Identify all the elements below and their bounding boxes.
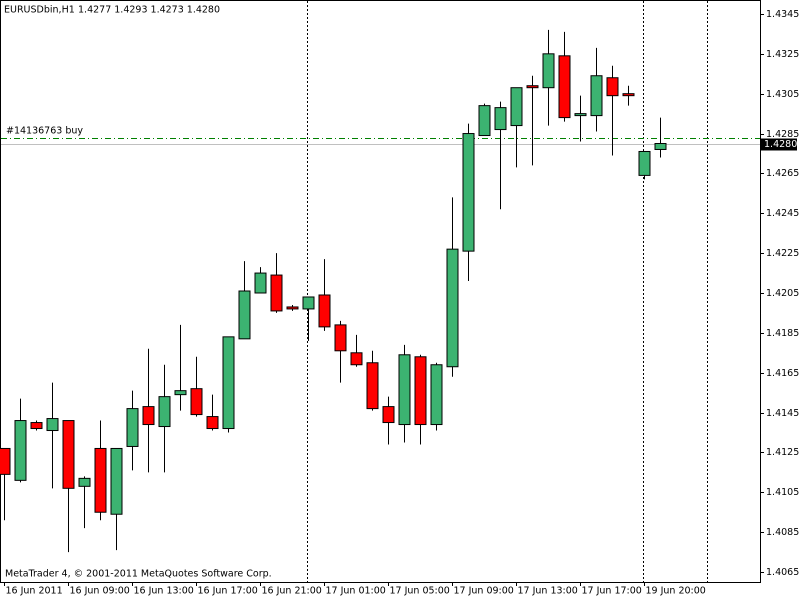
candle-body: [126, 408, 139, 447]
x-tick-label: 17 Jun 05:00: [390, 586, 450, 597]
plot-frame: [0, 0, 761, 583]
candle-body: [206, 416, 219, 430]
plot-area: [0, 29, 760, 553]
y-tick-label: 1.4265: [766, 168, 799, 179]
candle-body: [302, 296, 315, 310]
candle-body: [350, 352, 363, 366]
y-tick-label: 1.4285: [766, 129, 799, 140]
y-tick-label: 1.4325: [766, 49, 799, 60]
candle-body: [318, 294, 331, 328]
candle-body: [222, 336, 235, 430]
candle-body: [174, 390, 187, 396]
x-tick-label: 16 Jun 13:00: [134, 586, 194, 597]
candle-body: [254, 272, 267, 294]
chart-title: EURUSDbin,H1: [4, 5, 75, 16]
y-tick-label: 1.4085: [766, 527, 799, 538]
candle-body: [286, 306, 299, 310]
candle-body: [30, 422, 43, 430]
bid-label-box: [761, 138, 797, 151]
y-tick-label: 1.4305: [766, 89, 799, 100]
candle-body: [446, 248, 459, 368]
candle-body: [606, 77, 619, 97]
y-tick-label: 1.4205: [766, 288, 799, 299]
y-tick-label: 1.4245: [766, 208, 799, 219]
candle-body: [190, 388, 203, 416]
candle-body: [414, 356, 427, 426]
x-tick-label: 16 Jun 21:00: [262, 586, 322, 597]
x-tick-label: 17 Jun 13:00: [518, 586, 578, 597]
y-tick-label: 1.4125: [766, 447, 799, 458]
y-tick-label: 1.4105: [766, 487, 799, 498]
candle-body: [430, 364, 443, 426]
ohlc-label: 1.4277 1.4293 1.4273 1.4280: [78, 5, 220, 16]
y-tick-label: 1.4165: [766, 368, 799, 379]
candle-body: [0, 447, 11, 475]
candle-body: [510, 87, 523, 127]
x-tick-label: 16 Jun 2011: [6, 586, 63, 597]
candle-body: [478, 105, 491, 137]
candle-body: [62, 420, 75, 489]
candle-body: [14, 420, 27, 481]
candle-body: [494, 107, 507, 131]
candle-body: [590, 75, 603, 117]
x-tick-label: 19 Jun 20:00: [646, 586, 706, 597]
y-tick-label: 1.4145: [766, 408, 799, 419]
candle-body: [334, 324, 347, 352]
y-tick-label: 1.4065: [766, 567, 799, 578]
candle-body: [638, 150, 651, 176]
candle-body: [158, 396, 171, 428]
candle-body: [558, 55, 571, 119]
y-tick-label: 1.4225: [766, 248, 799, 259]
x-tick-label: 17 Jun 17:00: [582, 586, 642, 597]
candle-body: [654, 143, 667, 150]
x-tick-label: 16 Jun 17:00: [198, 586, 258, 597]
x-tick-label: 17 Jun 09:00: [454, 586, 514, 597]
candle-body: [398, 354, 411, 426]
candle-body: [622, 93, 635, 97]
candle-body: [238, 290, 251, 340]
bid-label: 1.4280: [764, 139, 797, 150]
candle-body: [542, 53, 555, 89]
candle-body: [574, 113, 587, 117]
y-tick-label: 1.4185: [766, 328, 799, 339]
candle-body: [78, 477, 91, 487]
candle-body: [142, 406, 155, 426]
candle-body: [46, 418, 59, 432]
order-label: #14136763 buy: [6, 126, 83, 137]
candle-body: [382, 406, 395, 424]
candle-body: [526, 85, 539, 89]
y-tick-label: 1.4345: [766, 9, 799, 20]
candle-body: [462, 133, 475, 252]
x-tick-label: 16 Jun 09:00: [70, 586, 130, 597]
candle-body: [110, 447, 123, 515]
candle-body: [270, 274, 283, 312]
candle-body: [366, 362, 379, 410]
x-tick-label: 17 Jun 01:00: [326, 586, 386, 597]
candle-body: [94, 447, 107, 513]
footer: MetaTrader 4, © 2001-2011 MetaQuotes Sof…: [5, 569, 272, 580]
